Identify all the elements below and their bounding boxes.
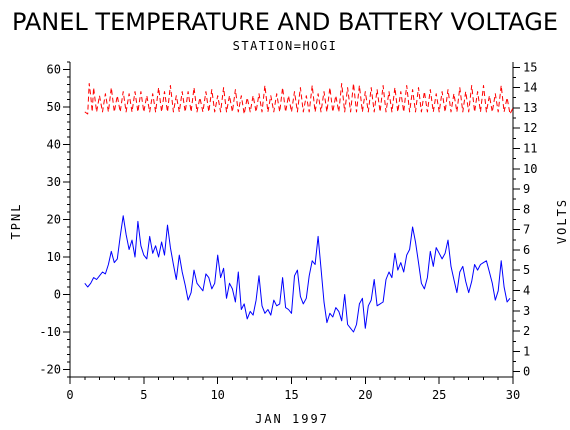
left-y-axis-label: TPNL xyxy=(9,203,23,240)
battery-voltage-line xyxy=(84,83,514,115)
left-y-tick-label: 20 xyxy=(47,213,61,227)
x-tick-label: 5 xyxy=(140,388,147,402)
left-y-tick-label: -10 xyxy=(39,325,61,339)
right-y-tick-label: 7 xyxy=(523,223,530,237)
left-y-tick-label: -20 xyxy=(39,363,61,377)
x-tick-label: 0 xyxy=(66,388,73,402)
right-y-tick-label: 11 xyxy=(523,141,537,155)
x-tick-label: 10 xyxy=(210,388,224,402)
right-y-tick-label: 9 xyxy=(523,182,530,196)
x-tick-label: 25 xyxy=(432,388,446,402)
left-y-tick-label: 50 xyxy=(47,100,61,114)
right-y-axis-label: VOLTS xyxy=(555,198,569,244)
chart-subtitle: STATION=HOGI xyxy=(233,39,338,53)
left-y-axis-ticks: -20 -10 0 10 20 30 40 50 60 xyxy=(39,61,70,378)
x-tick-label: 20 xyxy=(358,388,372,402)
x-axis-ticks: 0 5 10 15 20 25 30 xyxy=(66,377,520,402)
right-y-tick-label: 10 xyxy=(523,162,537,176)
x-tick-label: 15 xyxy=(284,388,298,402)
right-y-tick-label: 12 xyxy=(523,121,537,135)
right-y-tick-label: 15 xyxy=(523,60,537,74)
right-y-tick-label: 4 xyxy=(523,284,530,298)
right-y-tick-label: 13 xyxy=(523,101,537,115)
left-y-tick-label: 30 xyxy=(47,175,61,189)
right-y-tick-label: 3 xyxy=(523,304,530,318)
series-layer xyxy=(84,83,514,333)
chart-title: PANEL TEMPERATURE AND BATTERY VOLTAGE xyxy=(12,8,558,36)
right-y-tick-label: 6 xyxy=(523,243,530,257)
panel-temperature-line xyxy=(84,215,511,333)
left-y-tick-label: 40 xyxy=(47,138,61,152)
left-y-tick-label: 60 xyxy=(47,63,61,77)
left-y-tick-label: 0 xyxy=(54,288,61,302)
right-y-tick-label: 2 xyxy=(523,324,530,338)
x-axis-label: JAN 1997 xyxy=(255,412,329,426)
x-tick-label: 30 xyxy=(506,388,520,402)
right-y-tick-label: 5 xyxy=(523,263,530,277)
right-y-tick-label: 8 xyxy=(523,202,530,216)
left-y-tick-label: 10 xyxy=(47,250,61,264)
right-y-tick-label: 14 xyxy=(523,81,537,95)
right-y-tick-label: 1 xyxy=(523,344,530,358)
right-y-tick-label: 0 xyxy=(523,365,530,379)
